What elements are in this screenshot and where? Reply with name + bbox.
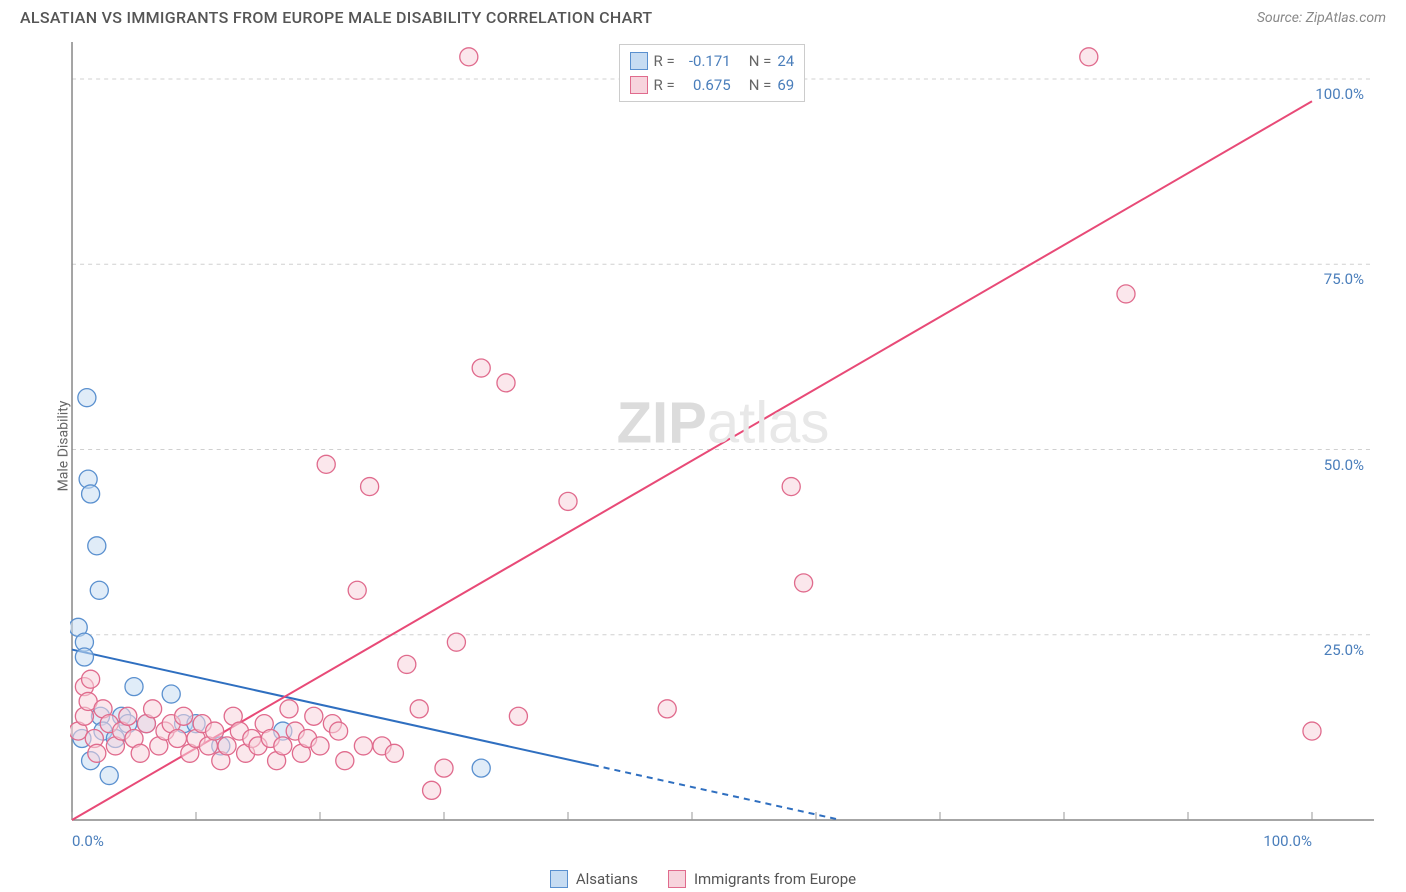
y-tick-label: 100.0% <box>1315 85 1364 103</box>
r-label: R = <box>654 73 675 97</box>
source-attribution: Source: ZipAtlas.com <box>1257 10 1386 26</box>
legend-row-alsatians: R = -0.171 N =24 <box>630 49 795 73</box>
series-legend: Alsatians Immigrants from Europe <box>0 870 1406 888</box>
chart-title: ALSATIAN VS IMMIGRANTS FROM EUROPE MALE … <box>20 8 652 27</box>
scatter-plot: ZIPatlas R =-0.171N =24R =0.675N =69 25.… <box>70 40 1376 822</box>
y-tick-label: 25.0% <box>1324 641 1364 659</box>
legend-label: Immigrants from Europe <box>694 870 856 888</box>
legend-label: Alsatians <box>576 870 638 888</box>
legend-swatch <box>668 870 686 888</box>
x-tick-label: 0.0% <box>72 832 104 850</box>
legend-item-immigrants: Immigrants from Europe <box>668 870 856 888</box>
r-label: R = <box>654 49 675 73</box>
legend-swatch <box>630 52 648 70</box>
r-value: 0.675 <box>681 73 731 97</box>
n-label: N = <box>749 49 772 73</box>
correlation-legend: R = -0.171 N =24 R = 0.675 N =69 <box>619 44 806 102</box>
n-value: 69 <box>777 73 794 97</box>
n-value: 24 <box>777 49 794 73</box>
y-tick-label: 50.0% <box>1324 456 1364 474</box>
legend-swatch <box>550 870 568 888</box>
x-tick-label: 100.0% <box>1263 832 1312 850</box>
legend-row-immigrants: R = 0.675 N =69 <box>630 73 795 97</box>
n-label: N = <box>749 73 772 97</box>
chart-container: Male Disability ZIPatlas R =-0.171N =24R… <box>20 40 1386 852</box>
r-value: -0.171 <box>681 49 731 73</box>
legend-swatch <box>630 76 648 94</box>
y-tick-label: 75.0% <box>1324 270 1364 288</box>
legend-item-alsatians: Alsatians <box>550 870 638 888</box>
